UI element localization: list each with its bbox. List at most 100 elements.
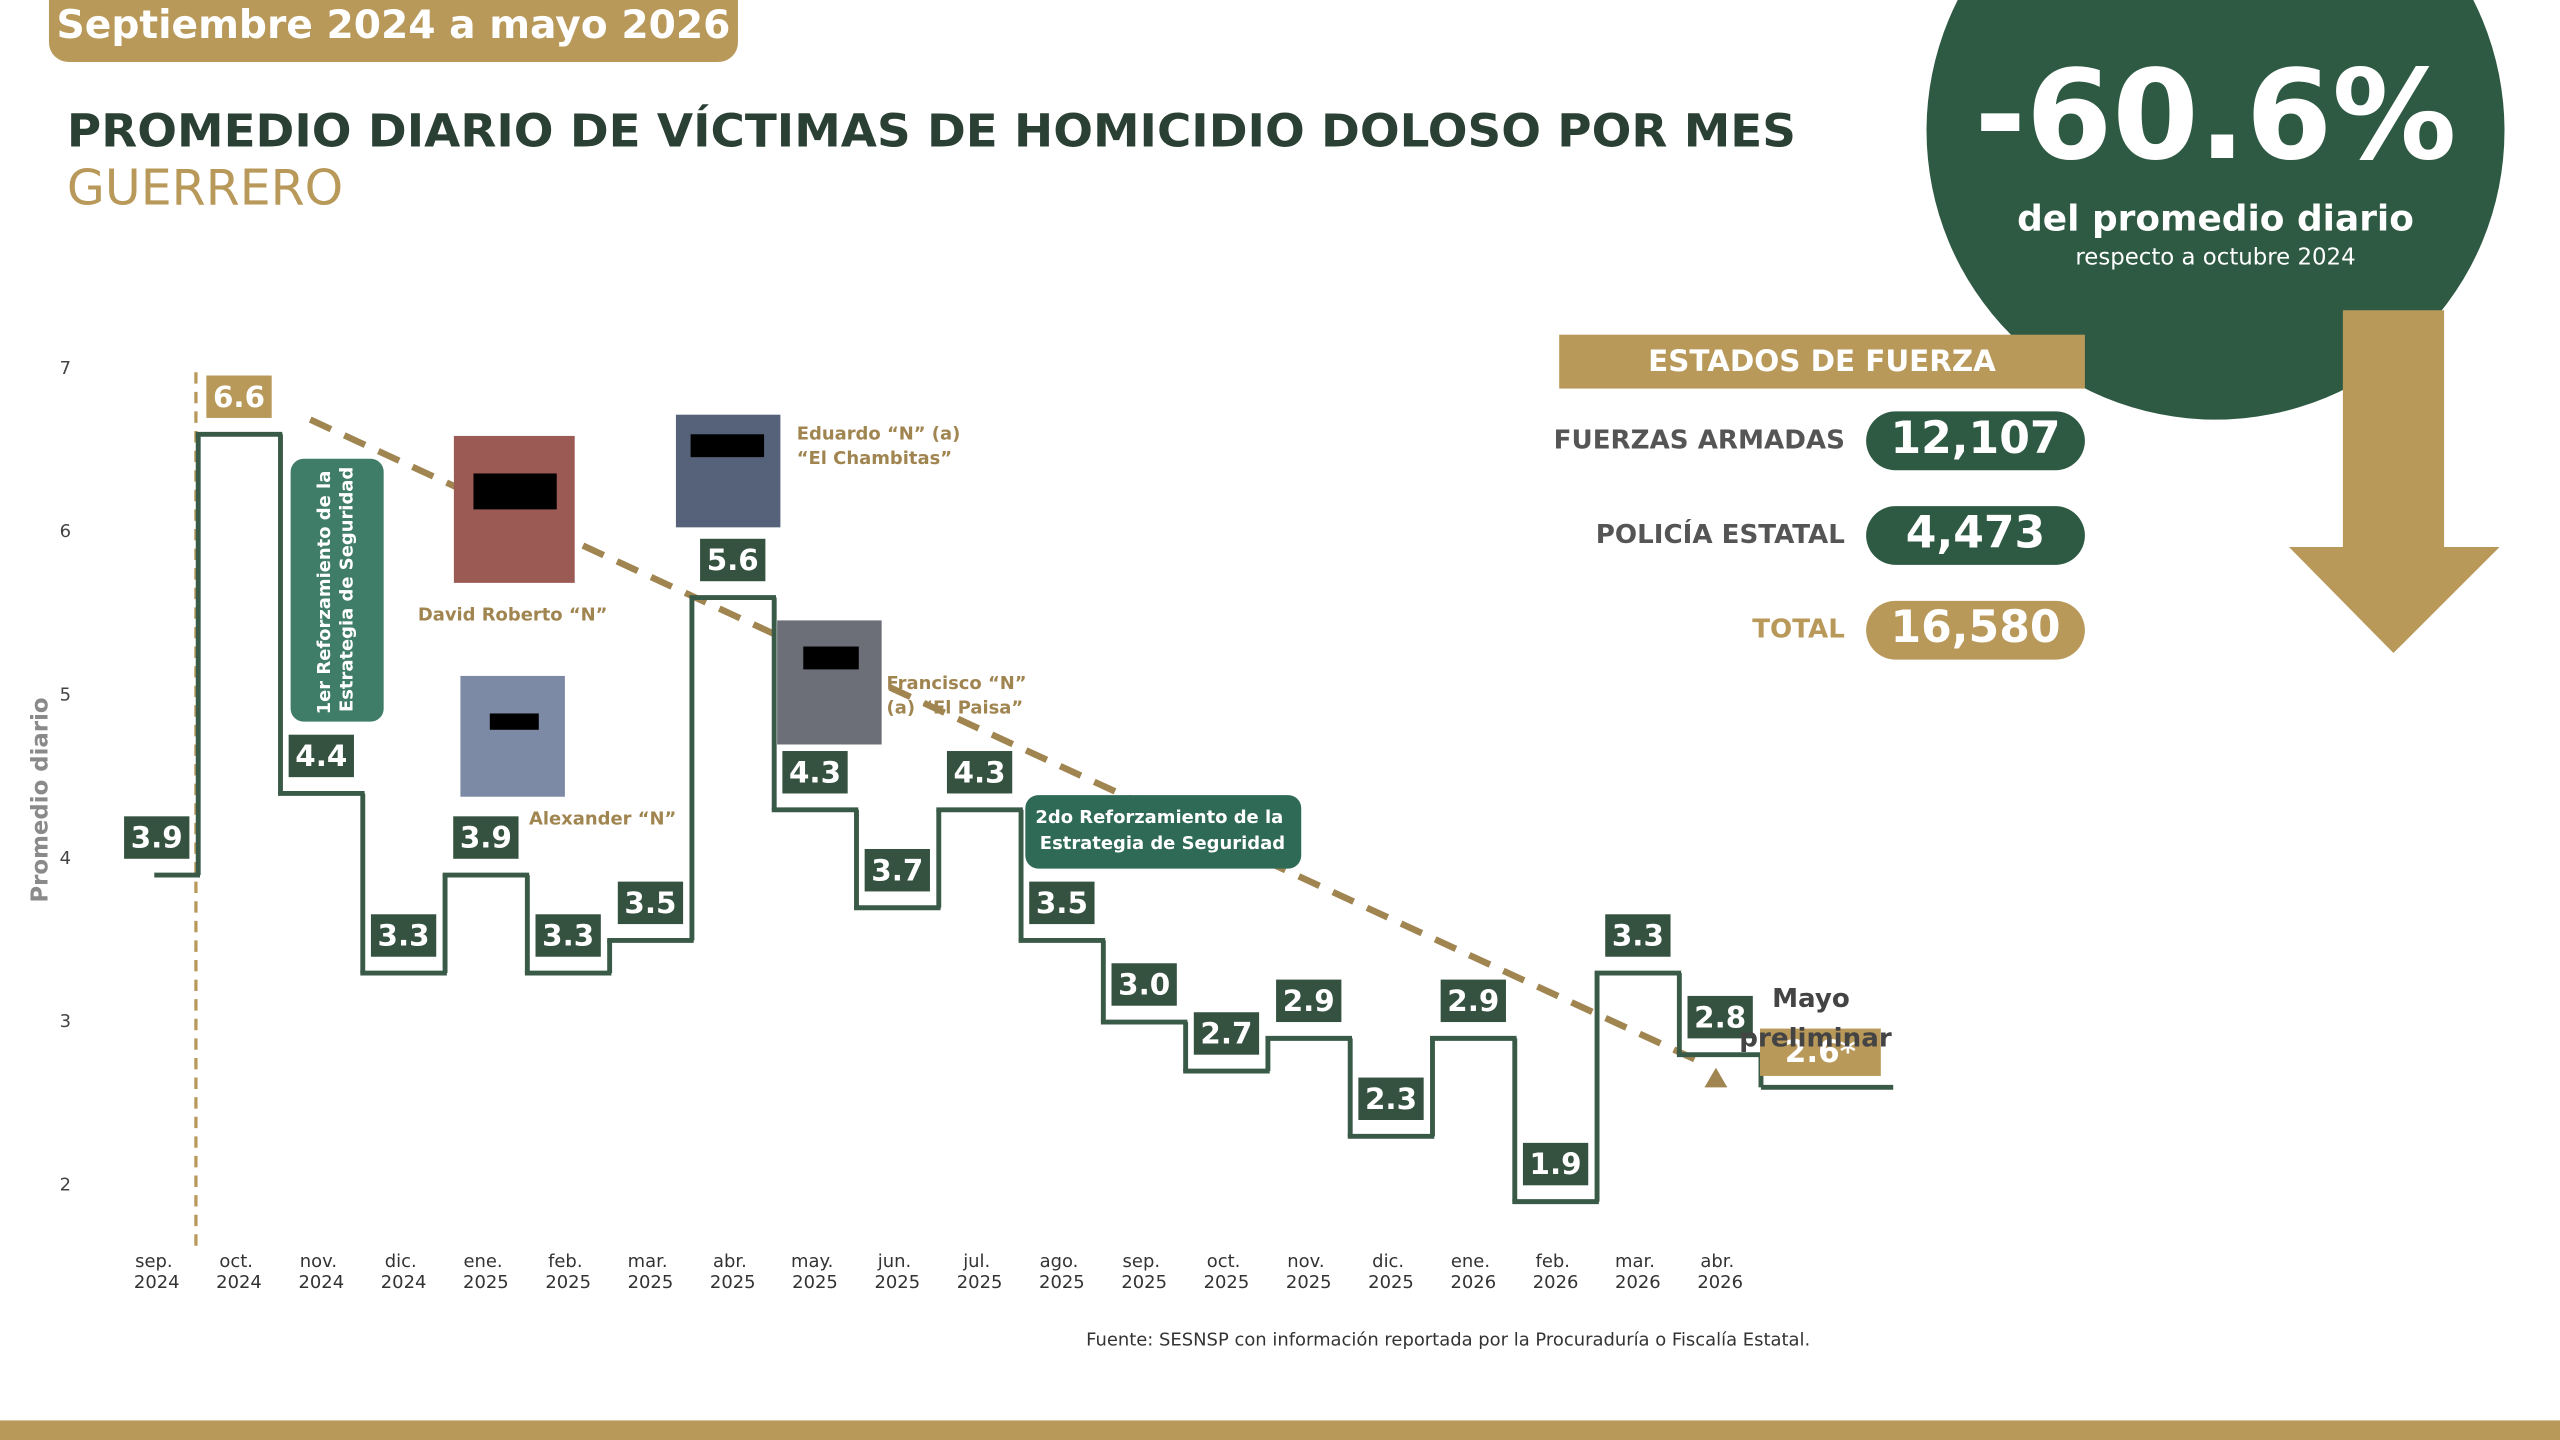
photo: [675, 414, 781, 528]
x-tick-label: ene. 2025: [463, 1251, 509, 1293]
text-line: oct.: [1207, 1251, 1246, 1272]
annotation: 2do Reforzamiento de la Estrategia de Se…: [1035, 807, 1289, 854]
force-value: 16,580: [1890, 602, 2060, 653]
x-tick-label: feb. 2025: [545, 1251, 591, 1293]
title: PROMEDIO DIARIO DE VÍCTIMAS DE HOMICIDIO…: [67, 103, 1796, 157]
value-label: 3.3: [378, 919, 430, 953]
text-line: dic.: [1372, 1251, 1410, 1272]
value-label-box: [370, 914, 437, 957]
photo-bar: [690, 434, 765, 458]
y-tick-label: 7: [60, 358, 71, 379]
text-line: (a) “El Paisa”: [887, 698, 1024, 719]
text-line: 2024: [216, 1272, 262, 1293]
person-name: Eduardo “N” (a) “El Chambitas”: [797, 423, 967, 468]
value-label-box: [535, 914, 601, 957]
text-line: 2024: [298, 1272, 344, 1293]
value-label-box: [700, 538, 766, 582]
text-line: abr.: [713, 1251, 753, 1272]
force-pill: [1866, 411, 2085, 471]
text-line: 2025: [874, 1272, 920, 1293]
subtitle: GUERRERO: [67, 160, 343, 217]
text-line: 2025: [545, 1272, 591, 1293]
value-label: 6.6: [213, 380, 265, 414]
y-tick-label: 6: [60, 521, 71, 542]
value-label: 3.0: [1118, 968, 1170, 1002]
value-label: 2.8: [1694, 1000, 1746, 1034]
text-line: 2025: [710, 1272, 756, 1293]
x-tick-label: sep. 2025: [1121, 1251, 1167, 1293]
text-line: nov.: [300, 1251, 343, 1272]
person-name: David Roberto “N”: [418, 605, 608, 626]
x-tick-label: feb. 2026: [1533, 1251, 1579, 1293]
value-label-box: [1440, 979, 1506, 1023]
text-line: mar.: [628, 1251, 674, 1272]
text-line: may.: [791, 1251, 839, 1272]
y-tick-label: 2: [60, 1174, 71, 1195]
text-line: 2026: [1697, 1272, 1743, 1293]
text-line: Estrategia de Seguridad: [337, 467, 358, 712]
source: Fuente: SESNSP con información reportada…: [1086, 1329, 1810, 1350]
force-value: 4,473: [1906, 508, 2045, 559]
x-tick-label: ene. 2026: [1450, 1251, 1496, 1293]
x-tick-label: oct. 2024: [216, 1251, 262, 1293]
person-name: Alexander “N”: [529, 809, 676, 830]
text-line: 2026: [1533, 1272, 1579, 1293]
force-label: TOTAL: [1752, 615, 1845, 645]
highlight-caption: del promedio diario: [2017, 198, 2414, 239]
text-line: 2do Reforzamiento de la: [1035, 807, 1289, 828]
forces-header: [1559, 334, 2085, 389]
force-label: POLICÍA ESTATAL: [1596, 518, 1845, 550]
text-line: Mayo: [1772, 984, 1859, 1014]
force-pill: [1866, 506, 2085, 565]
text-line: feb.: [548, 1251, 588, 1272]
trend-arrow: [1704, 1067, 1728, 1088]
text-line: mar.: [1615, 1251, 1661, 1272]
x-tick-label: nov. 2025: [1286, 1251, 1332, 1293]
value-label-box: [288, 734, 354, 778]
text-line: feb.: [1536, 1251, 1576, 1272]
text-line: 2025: [1286, 1272, 1332, 1293]
x-tick-label: mar. 2025: [628, 1251, 674, 1293]
text-line: oct.: [219, 1251, 258, 1272]
value-label-box: [617, 881, 684, 925]
force-value: 12,107: [1890, 413, 2060, 464]
trend-line: [308, 416, 1708, 1068]
text-line: jul.: [962, 1251, 996, 1272]
forces-title: ESTADOS DE FUERZA: [1648, 344, 1996, 378]
x-tick-label: jul. 2025: [957, 1251, 1003, 1293]
photo-bar: [473, 473, 557, 510]
value-label: 2.9: [1283, 984, 1335, 1018]
x-tick-label: may. 2025: [791, 1251, 839, 1293]
value-label: 3.5: [1036, 886, 1088, 920]
value-label: 3.7: [871, 853, 923, 887]
text-line: ago.: [1040, 1251, 1084, 1272]
value-label: 3.5: [624, 886, 676, 920]
text-line: preliminar: [1739, 1023, 1892, 1053]
x-tick-label: ago. 2025: [1039, 1251, 1085, 1293]
y-tick-label: 3: [60, 1011, 71, 1032]
text-line: 2025: [1368, 1272, 1414, 1293]
text-line: nov.: [1287, 1251, 1330, 1272]
value-label-box: [1605, 914, 1671, 957]
value-label: 2.7: [1200, 1017, 1252, 1051]
text-line: sep.: [135, 1251, 178, 1272]
text-line: 2025: [628, 1272, 674, 1293]
text-line: dic.: [385, 1251, 423, 1272]
value-label: 2.3: [1365, 1082, 1417, 1116]
value-label-box: [206, 375, 272, 418]
value-label: 3.3: [1612, 919, 1664, 953]
text-line: 2025: [1039, 1272, 1085, 1293]
value-label-box: [864, 848, 930, 892]
value-label-box: [782, 751, 848, 794]
x-tick-label: abr. 2026: [1697, 1251, 1743, 1293]
value-label-box: [124, 816, 190, 859]
preliminary-label: Mayo preliminar: [1739, 984, 1892, 1053]
value-label-box: [453, 816, 519, 859]
photo: [777, 620, 882, 745]
text-line: 2025: [1121, 1272, 1167, 1293]
text-line: 2024: [134, 1272, 180, 1293]
text-line: 2026: [1615, 1272, 1661, 1293]
text-line: Francisco “N”: [887, 673, 1033, 694]
text-line: sep.: [1123, 1251, 1166, 1272]
